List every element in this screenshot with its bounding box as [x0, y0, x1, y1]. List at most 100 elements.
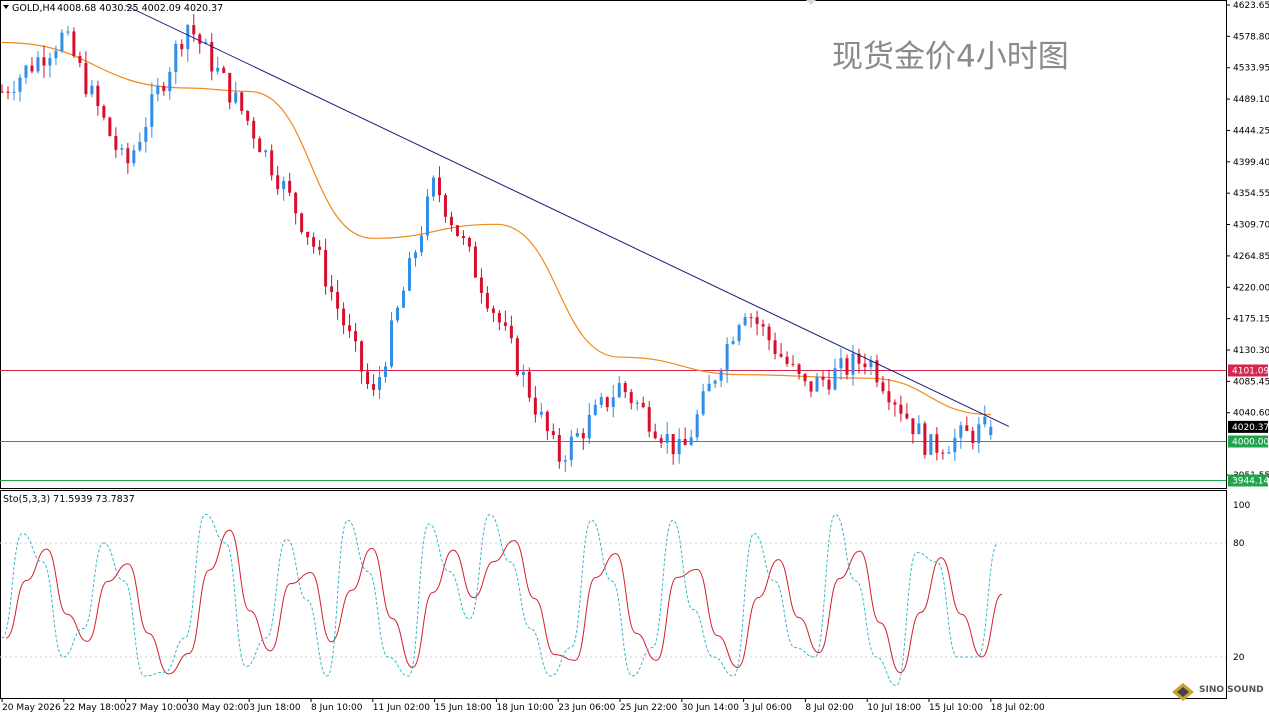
candle: [384, 361, 388, 383]
candle: [557, 428, 561, 469]
candle: [707, 374, 711, 392]
stoch-tick-label: 80: [1233, 539, 1245, 549]
candle: [390, 312, 394, 369]
candle: [126, 142, 130, 174]
price-tick-label: 4444.25: [1233, 126, 1269, 136]
candle: [731, 336, 735, 346]
candle: [437, 166, 441, 203]
candle: [54, 45, 58, 66]
trendline[interactable]: [125, 5, 1010, 427]
candle: [228, 72, 232, 110]
candle: [216, 56, 220, 75]
price-tick-label: 4264.85: [1233, 252, 1269, 262]
candle: [294, 191, 298, 225]
candle: [192, 14, 196, 42]
price-tick-label: 4309.70: [1233, 221, 1269, 231]
stoch-tick-label: 20: [1233, 653, 1245, 663]
candle: [719, 367, 723, 388]
candle: [515, 335, 519, 377]
candle: [773, 332, 777, 360]
candle: [503, 310, 507, 331]
time-tick-label: 8 Jun 10:00: [311, 703, 363, 713]
candle: [635, 400, 639, 411]
price-tick-label: 4489.10: [1233, 95, 1269, 105]
current-price-label: 4020.37: [1232, 423, 1269, 433]
candle: [665, 421, 669, 454]
candle: [815, 372, 819, 392]
candle: [689, 429, 693, 446]
candle: [581, 428, 585, 450]
candle: [120, 144, 124, 156]
candle: [186, 23, 190, 62]
stochastic-oscillator: [0, 513, 1226, 687]
candle: [977, 416, 981, 453]
main-pane-frame: [0, 0, 1227, 489]
candle: [845, 354, 849, 380]
candle: [312, 232, 316, 254]
candlesticks: [0, 14, 993, 473]
candle: [893, 399, 897, 417]
candle: [396, 305, 400, 323]
collapse-arrow-icon[interactable]: [3, 5, 9, 9]
trendline-path[interactable]: [125, 5, 1010, 427]
price-tags: 4101.09 4000.00 3944.14 4020.37: [1228, 364, 1269, 487]
indicator-pane-frame: [0, 490, 1227, 699]
candle: [953, 428, 957, 461]
candle: [36, 51, 40, 74]
candle: [6, 86, 10, 100]
candle: [797, 363, 801, 380]
time-tick-label: 22 May 18:00: [64, 703, 126, 713]
time-tick-label: 3 Jul 06:00: [744, 703, 793, 713]
candle: [755, 310, 759, 336]
candle: [366, 363, 370, 389]
candle: [276, 165, 280, 195]
candle: [611, 384, 615, 418]
chart-title: 现货金价4小时图: [832, 39, 1069, 75]
candle: [485, 286, 489, 312]
price-tick-label: 4623.65: [1233, 1, 1269, 11]
candle: [282, 176, 286, 201]
candle: [443, 192, 447, 223]
one-click-trading-icon[interactable]: [806, 0, 816, 5]
candle: [24, 64, 28, 84]
candle: [671, 434, 675, 465]
candle: [270, 144, 274, 181]
candle: [360, 340, 364, 384]
candle: [791, 355, 795, 367]
candle: [372, 374, 376, 397]
candle: [701, 383, 705, 417]
candle: [785, 351, 789, 367]
candle: [419, 226, 423, 257]
candle: [234, 81, 238, 105]
candle: [545, 410, 549, 441]
candle: [348, 313, 352, 338]
candle: [935, 427, 939, 461]
candle: [497, 310, 501, 331]
candle: [713, 379, 717, 388]
candle: [246, 110, 250, 126]
candle: [875, 354, 879, 388]
candle: [941, 449, 945, 460]
candle: [683, 427, 687, 446]
candle: [408, 251, 412, 292]
candle: [78, 51, 82, 68]
candle: [102, 104, 106, 121]
candle: [881, 375, 885, 395]
candle: [318, 240, 322, 256]
price-axis: 4623.65 4578.80 4533.95 4489.10 4444.25 4399.…: [1226, 1, 1269, 481]
price-tick-label: 4399.40: [1233, 158, 1269, 168]
price-tick-label: 4130.30: [1233, 346, 1269, 356]
candle: [461, 230, 465, 245]
candle: [108, 116, 112, 137]
candle: [749, 313, 753, 328]
candle: [599, 392, 603, 408]
candle: [551, 423, 555, 440]
candle: [899, 395, 903, 422]
candle: [180, 39, 184, 57]
candle: [959, 421, 963, 449]
time-tick-label: 11 Jun 02:00: [373, 703, 430, 713]
candle: [30, 57, 34, 74]
candle: [60, 29, 64, 54]
candle: [929, 434, 933, 456]
